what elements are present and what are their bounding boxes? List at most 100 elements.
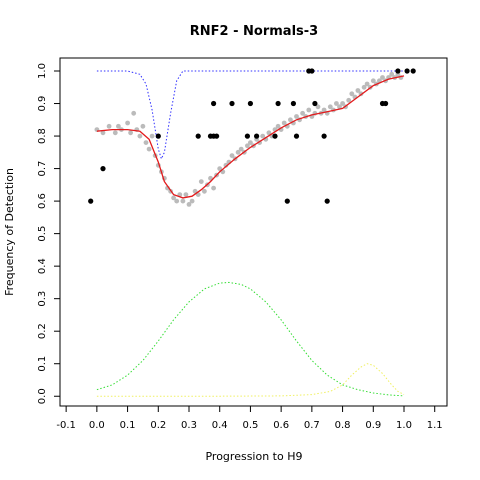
- observed-point: [293, 133, 300, 139]
- observed-point: [312, 100, 318, 107]
- smoothed-point: [275, 123, 281, 129]
- series-points-black: [88, 68, 416, 204]
- observed-point: [383, 100, 389, 107]
- smoothed-point: [294, 114, 299, 119]
- observed-point: [309, 68, 315, 74]
- smoothed-point: [281, 120, 287, 126]
- smoothed-point: [340, 101, 345, 106]
- series-line-green-dotted: [96, 281, 405, 397]
- smoothed-point: [128, 130, 134, 136]
- smoothed-point: [306, 107, 312, 113]
- y-tick-label: 0.8: [37, 128, 48, 144]
- observed-point: [395, 68, 401, 74]
- smoothed-point: [266, 130, 272, 136]
- observed-point: [211, 100, 217, 107]
- series-line-red: [96, 75, 405, 199]
- line-green-dotted-curve: [96, 281, 405, 397]
- smoothed-point: [229, 153, 235, 159]
- smoothed-point: [355, 88, 361, 93]
- smoothed-point: [217, 166, 223, 172]
- y-axis: 0.0 0.1 0.2 0.3 0.4 0.5 0.6 0.7 0.8 0.9 1.0: [37, 63, 60, 404]
- smoothed-point: [260, 133, 266, 139]
- y-tick-label: 1.0: [37, 63, 48, 79]
- observed-point: [404, 68, 410, 74]
- smoothed-point: [137, 133, 143, 139]
- x-tick-label: 0.9: [365, 420, 381, 431]
- observed-point: [244, 133, 250, 139]
- line-yellow-dotted-curve: [96, 363, 405, 397]
- observed-point: [290, 100, 296, 107]
- smoothed-point: [364, 81, 370, 87]
- smoothed-point: [300, 110, 305, 116]
- smoothed-point: [346, 97, 352, 103]
- smoothed-point: [315, 104, 321, 110]
- observed-point: [247, 100, 253, 107]
- plot-frame: [59, 57, 448, 407]
- smoothed-point: [125, 120, 130, 126]
- x-tick-label: 0.6: [273, 420, 289, 431]
- line-red-curve: [96, 75, 405, 199]
- x-tick-label: -0.1: [56, 420, 76, 431]
- y-tick-label: 0.9: [37, 96, 48, 112]
- observed-point: [88, 198, 94, 204]
- smoothed-point: [370, 78, 376, 84]
- smoothed-point: [189, 198, 195, 204]
- x-tick-label: 0.3: [181, 420, 197, 431]
- x-tick-label: 0.4: [212, 420, 228, 431]
- x-tick-label: 1.0: [396, 420, 412, 431]
- smoothed-point: [149, 133, 155, 139]
- smoothed-point: [116, 123, 121, 129]
- y-tick-label: 0.1: [37, 356, 48, 372]
- smoothed-point: [223, 162, 229, 168]
- observed-point: [324, 198, 330, 204]
- x-tick-label: 0.8: [335, 420, 351, 431]
- series-layer: [88, 68, 416, 397]
- y-tick-label: 0.5: [37, 226, 48, 242]
- smoothed-point: [100, 130, 106, 136]
- smoothed-point: [143, 140, 149, 146]
- observed-point: [195, 133, 201, 139]
- x-tick-label: 0.1: [120, 420, 136, 431]
- smoothed-point: [198, 179, 204, 185]
- smoothed-point: [361, 84, 367, 90]
- smoothed-point: [380, 75, 385, 80]
- smoothed-point: [174, 198, 180, 204]
- smoothed-point: [389, 71, 395, 77]
- smoothed-point: [140, 123, 146, 129]
- observed-point: [214, 133, 220, 139]
- y-tick-label: 0.4: [37, 258, 48, 274]
- smoothed-point: [327, 104, 333, 110]
- smoothed-point: [334, 101, 339, 106]
- observed-point: [229, 100, 235, 107]
- smoothed-point: [186, 202, 192, 207]
- smoothed-point: [321, 107, 327, 113]
- smoothed-point: [288, 117, 293, 123]
- y-tick-label: 0.3: [37, 291, 48, 307]
- x-axis-label: Progression to H9: [205, 450, 302, 463]
- series-points-gray: [94, 71, 404, 207]
- x-tick-label: 0.7: [304, 420, 320, 431]
- smoothed-point: [180, 198, 186, 204]
- smoothed-point: [171, 195, 177, 201]
- smoothed-point: [183, 192, 189, 198]
- smoothed-point: [202, 188, 207, 194]
- observed-point: [100, 166, 106, 172]
- smoothed-point: [337, 104, 342, 110]
- smoothed-point: [349, 91, 355, 97]
- observed-point: [275, 100, 281, 107]
- smoothed-point: [245, 143, 250, 149]
- smoothed-point: [235, 149, 241, 155]
- observed-point: [321, 133, 327, 139]
- y-axis-label: Frequency of Detection: [3, 168, 16, 296]
- chart-title: RNF2 - Normals-3: [190, 24, 318, 39]
- y-tick-label: 0.0: [37, 388, 48, 404]
- series-line-blue-dotted: [96, 70, 404, 161]
- x-tick-label: 1.1: [427, 420, 443, 431]
- line-blue-dotted-curve: [96, 70, 404, 161]
- series-line-yellow-dotted: [96, 363, 405, 397]
- smoothed-point: [238, 146, 244, 152]
- observed-point: [254, 133, 260, 139]
- y-tick-label: 0.2: [37, 323, 48, 339]
- smoothed-point: [131, 110, 137, 116]
